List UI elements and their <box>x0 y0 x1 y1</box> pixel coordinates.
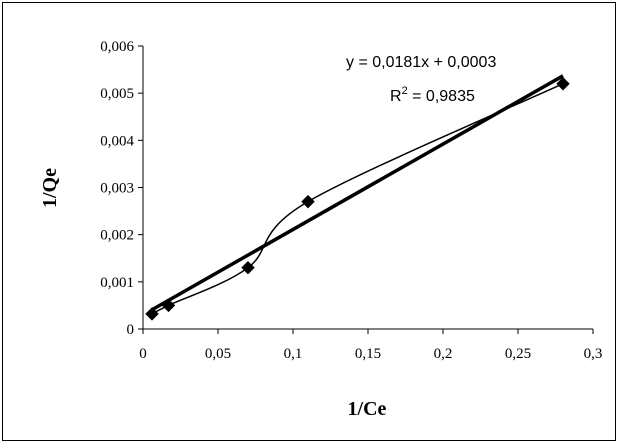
x-tick-label: 0,15 <box>355 346 381 362</box>
series-curve <box>152 84 563 314</box>
y-tick-label: 0,005 <box>100 86 134 102</box>
trendline-layer <box>152 76 563 310</box>
y-tick-label: 0,006 <box>100 39 134 55</box>
x-tick-label: 0,2 <box>434 346 453 362</box>
x-ticks: 0 0,05 0,1 0,15 0,2 0,25 0,3 <box>139 329 602 362</box>
x-tick-label: 0 <box>139 346 147 362</box>
data-point <box>302 196 314 208</box>
r-squared-label: R2 = 0,9835 <box>390 85 475 105</box>
x-tick-label: 0,25 <box>505 346 531 362</box>
x-tick-label: 0,05 <box>205 346 231 362</box>
trendline-equation: y = 0,0181x + 0,0003 <box>346 54 496 71</box>
y-axis-title: 1/Qe <box>39 168 61 208</box>
y-tick-label: 0,001 <box>100 275 134 291</box>
linear-trendline <box>152 76 563 310</box>
y-tick-label: 0,003 <box>100 181 134 197</box>
r2-prefix: R <box>390 88 402 105</box>
y-tick-label: 0,004 <box>100 133 134 149</box>
r2-value: = 0,9835 <box>408 88 475 105</box>
x-tick-label: 0,1 <box>284 346 303 362</box>
y-ticks: 0 0,001 0,002 0,003 0,004 0,005 0,006 <box>100 39 143 338</box>
series-curve-layer <box>152 84 563 314</box>
y-tick-label: 0,002 <box>100 228 134 244</box>
x-axis-title: 1/Ce <box>348 398 387 420</box>
y-tick-label: 0 <box>127 322 135 338</box>
data-point <box>146 308 158 320</box>
data-points <box>146 78 569 320</box>
x-tick-label: 0,3 <box>584 346 603 362</box>
